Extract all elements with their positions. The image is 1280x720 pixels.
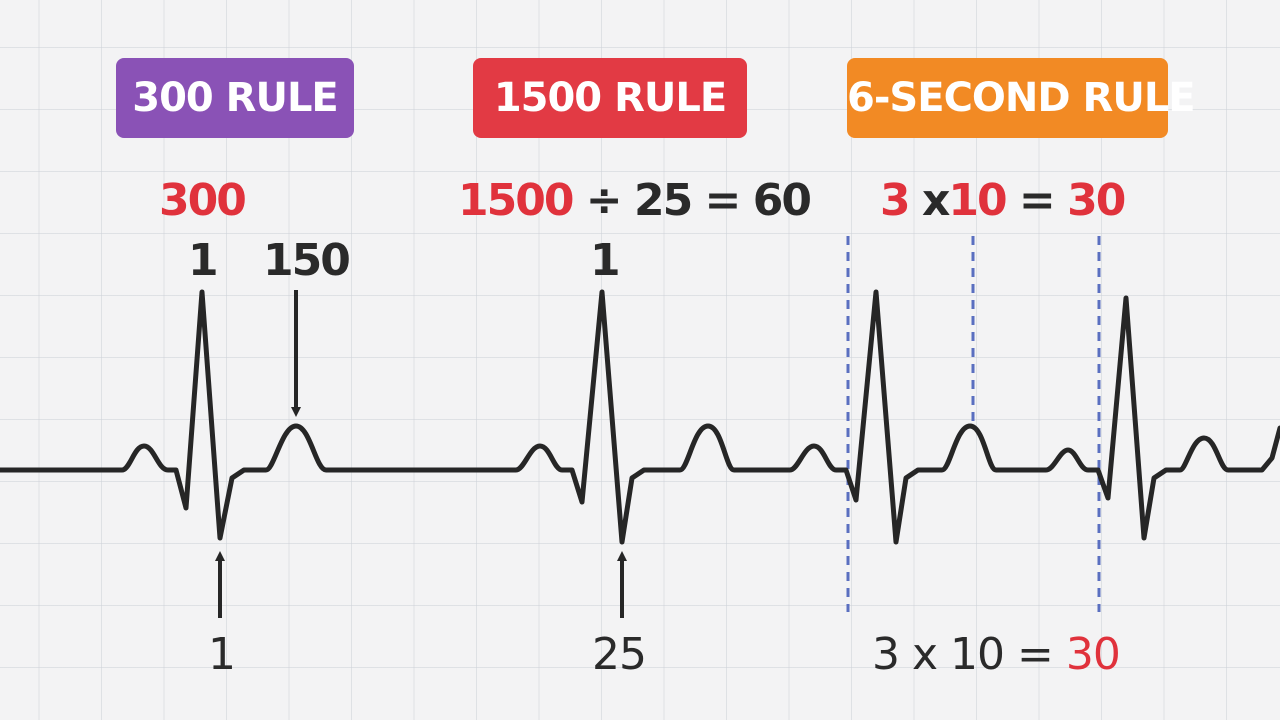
rule-300-formula: 300 <box>159 175 247 226</box>
rule-6-second-formula-b: 10 <box>948 175 1007 226</box>
rule-1500-bottom-count: 25 <box>592 629 647 680</box>
rule-1500-top-count: 1 <box>590 235 621 286</box>
rule-6-second-formula-eq: = <box>1018 175 1056 226</box>
rule-300-bottom-count: 1 <box>208 629 236 680</box>
rule-1500-formula-rest: ÷ 25 = 60 <box>585 175 812 226</box>
rule-300-top-count: 1 <box>188 235 219 286</box>
rule-6-second-formula-result: 30 <box>1067 175 1126 226</box>
rule-6-second-formula-op: x <box>921 175 950 226</box>
rule-300-arrow-label: 150 <box>263 235 351 286</box>
rule-6-second-bottom-result: 30 <box>1065 629 1121 680</box>
rule-300-badge: 300 RULE <box>116 58 354 138</box>
rule-6-second-formula-a: 3 <box>880 175 911 226</box>
rule-6-second-bottom-formula: 3 x 10 = 30 <box>872 629 1121 680</box>
rule-1500-formula-number: 1500 <box>458 175 574 226</box>
ecg-trace <box>0 289 1280 545</box>
rule-6-second-bottom-formula-text: 3 x 10 = <box>872 629 1054 680</box>
rule-6-second-formula: 3 x10 = 30 <box>880 175 1126 226</box>
rule-1500-formula: 1500 ÷ 25 = 60 <box>458 175 812 226</box>
rule-6-second-badge: 6-SECOND RULE <box>847 58 1196 138</box>
rule-1500-badge: 1500 RULE <box>473 58 747 138</box>
